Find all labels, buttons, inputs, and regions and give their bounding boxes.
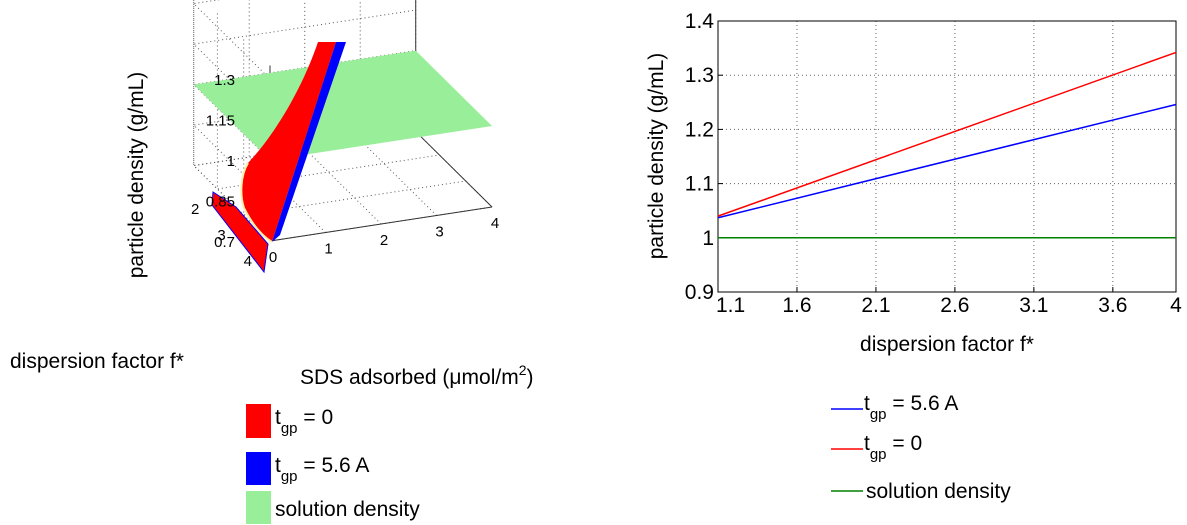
legend-label-sub: gp (870, 406, 887, 423)
legend-swatch-blue (246, 452, 271, 485)
z-tick-label: 1 (227, 153, 235, 170)
series-line-1 (717, 51, 1177, 217)
z-tick-labels: 0.7 0.85 1 1.15 1.3 (206, 72, 235, 251)
legend-label-sub: gp (870, 446, 887, 463)
grid-x (359, 0, 437, 216)
legend-label-rest: = 0 (298, 406, 334, 429)
grid-x (248, 0, 326, 233)
surface-solution-density (193, 50, 493, 160)
surface-tgp-5.6 (272, 42, 346, 242)
line-plot-2d: 1.1 1.6 2.1 2.6 3.1 3.6 4 0.9 1 1.1 1.2 1.3 1.4 dis… (645, 10, 1182, 503)
y-tick-label: 2 (191, 201, 199, 218)
x-tick-label: 4 (1170, 294, 1182, 317)
surface-edge-highlight (240, 162, 273, 243)
legend-swatch-red (246, 404, 271, 438)
y-tick-label: 1.4 (685, 10, 715, 33)
legend-label-main: t (864, 392, 870, 415)
x-tick-labels: 1.1 1.6 2.1 2.6 3.1 3.6 4 (716, 294, 1182, 317)
svg-text:tgp = 5.6 A: tgp = 5.6 A (864, 392, 958, 423)
svg-text:tgp = 5.6 A: tgp = 5.6 A (275, 454, 369, 485)
y-tick-label: 0.9 (685, 281, 714, 304)
y-axis-label: particle density (g/mL) (645, 53, 668, 260)
legend-item-tgp-0: tgp = 0 (831, 432, 922, 463)
x-label-prefix: SDS adsorbed ( (300, 366, 449, 389)
x-label-sup: 2 (519, 362, 527, 378)
x-tick-label: 2 (380, 232, 388, 249)
y-tick-label: 4 (244, 253, 252, 270)
y-tick-label: 1.1 (685, 173, 714, 196)
y-tick-labels: 2 3 4 (191, 201, 252, 270)
svg-text:tgp = 0: tgp = 0 (275, 406, 333, 437)
legend-label-rest: = 5.6 A (298, 454, 370, 477)
legend-item-tgp-0: tgp = 0 (246, 404, 333, 438)
x-tick-labels: 0 1 2 3 4 (269, 215, 499, 266)
legend-label-main: t (864, 432, 870, 455)
grid-z (192, 9, 416, 120)
z-tick-label: 0.85 (206, 194, 235, 211)
legend-item-tgp-5.6: tgp = 5.6 A (831, 392, 958, 423)
legend-item-tgp-5.6: tgp = 5.6 A (246, 452, 369, 485)
surface-tgp-0-upper (241, 42, 336, 242)
legend-label-main: t (275, 454, 281, 477)
legend-item-solution-density: solution density (831, 480, 1011, 503)
grid-2d (717, 20, 1177, 293)
x-axis-label: dispersion factor f* (860, 333, 1034, 356)
x-tick-label: 3.1 (1019, 294, 1048, 317)
x-tick-label: 1.6 (782, 294, 811, 317)
x-label-mu: μ (449, 366, 461, 389)
z-tick-label: 0.7 (214, 234, 235, 251)
series-line-0 (717, 103, 1177, 219)
y-tick-label: 3 (217, 227, 225, 244)
y-tick-label: 1.2 (685, 118, 714, 141)
y-axis-label: dispersion factor f* (10, 350, 184, 373)
legend-3d: tgp = 0 tgp = 5.6 A solution density (246, 404, 420, 524)
legend-2d: tgp = 5.6 A tgp = 0 solution density (831, 392, 1011, 503)
x-tick-label: 1 (324, 241, 332, 258)
legend-label-sub: gp (281, 468, 298, 485)
x-tick-label: 3 (435, 224, 443, 241)
x-tick-label: 2.6 (940, 294, 969, 317)
surface-plot-3d: 0.7 0.85 1 1.15 1.3 2 3 4 0 1 2 3 4 particle densi… (10, 0, 534, 524)
y-tick-label: 1 (702, 227, 714, 250)
grid-x (304, 0, 382, 225)
legend-label-main: solution density (275, 498, 420, 521)
svg-text:tgp = 0: tgp = 0 (864, 432, 922, 463)
x-label-close: ) (527, 366, 534, 389)
legend-item-solution-density: solution density (246, 491, 420, 524)
x-tick-label: 4 (491, 215, 499, 232)
grid-x (193, 0, 271, 242)
legend-swatch-green (246, 491, 271, 524)
y-tick-label: 1.3 (685, 64, 714, 87)
y-tick-labels: 0.9 1 1.1 1.2 1.3 1.4 (685, 10, 715, 304)
x-tick-label: 1.1 (716, 294, 745, 317)
x-tick-label: 2.1 (861, 294, 890, 317)
series-lines (717, 51, 1177, 239)
x-tick-label: 0 (269, 249, 277, 266)
x-tick-label: 3.6 (1098, 294, 1127, 317)
surface-tgp-0-lower (211, 191, 269, 274)
z-tick-label: 1.15 (206, 113, 235, 130)
legend-label-sub: gp (281, 420, 298, 437)
x-label-unit: mol/m (462, 366, 519, 389)
legend-label-rest: = 0 (887, 432, 923, 455)
legend-label-main: t (275, 406, 281, 429)
legend-label-main: solution density (866, 480, 1011, 503)
z-axis-label: particle density (g/mL) (125, 72, 148, 279)
z-tick-label: 1.3 (214, 72, 235, 89)
surfaces-3d (193, 42, 493, 274)
plot-area-frame (717, 20, 1177, 293)
legend-label-rest: = 5.6 A (887, 392, 959, 415)
x-axis-label: SDS adsorbed (μmol/m2) (300, 362, 534, 389)
